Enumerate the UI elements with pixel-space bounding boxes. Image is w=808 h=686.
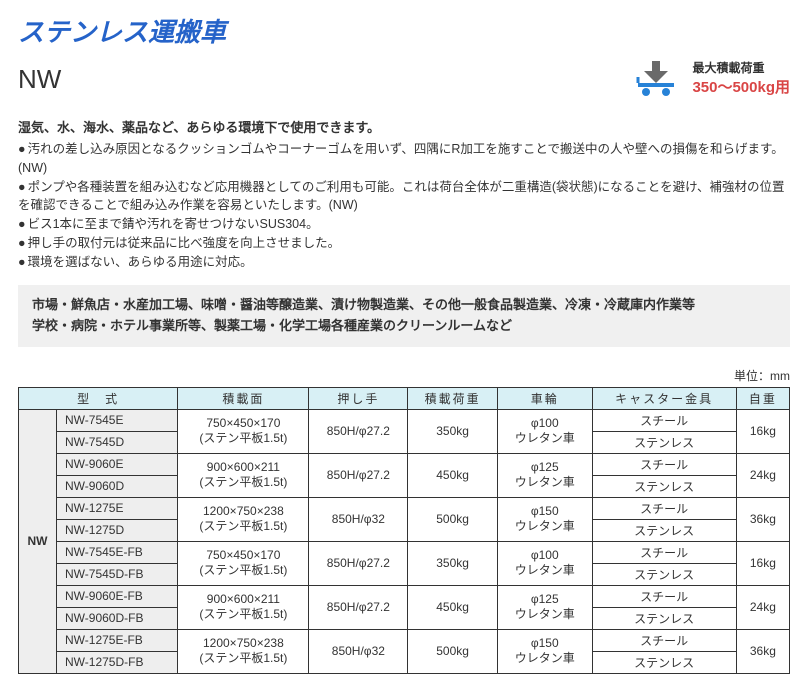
caster-cell: ステンレス (592, 651, 736, 673)
caster-cell: ステンレス (592, 431, 736, 453)
weight-cell: 16kg (736, 409, 789, 453)
caster-cell: スチール (592, 585, 736, 607)
weight-cell: 36kg (736, 497, 789, 541)
caster-cell: スチール (592, 497, 736, 519)
loading-surface-cell: 900×600×211(ステン平板1.5t) (178, 585, 309, 629)
model-cell: NW-7545E (57, 409, 178, 431)
model-cell: NW-7545D-FB (57, 563, 178, 585)
feature-bullet: 押し手の取付元は従来品に比べ強度を向上させました。 (18, 234, 790, 253)
loading-surface-cell: 900×600×211(ステン平板1.5t) (178, 453, 309, 497)
model-cell: NW-1275D-FB (57, 651, 178, 673)
capacity-cell: 450kg (408, 585, 498, 629)
unit-label: 単位：mm (18, 367, 790, 384)
lead-text: 湿気、水、海水、薬品など、あらゆる環境下で使用できます。 (18, 117, 790, 136)
handle-cell: 850H/φ27.2 (309, 453, 408, 497)
model-cell: NW-7545D (57, 431, 178, 453)
loading-surface-cell: 1200×750×238(ステン平板1.5t) (178, 497, 309, 541)
model-cell: NW-1275D (57, 519, 178, 541)
weight-cell: 36kg (736, 629, 789, 673)
col-header: 積載面 (178, 387, 309, 409)
handle-cell: 850H/φ32 (309, 497, 408, 541)
wheel-cell: φ150ウレタン車 (497, 497, 592, 541)
model-cell: NW-7545E-FB (57, 541, 178, 563)
caster-cell: ステンレス (592, 563, 736, 585)
model-cell: NW-9060E (57, 453, 178, 475)
model-cell: NW-1275E (57, 497, 178, 519)
applications-box: 市場・鮮魚店・水産加工場、味噌・醤油等醸造業、漬け物製造業、その他一般食品製造業… (18, 285, 790, 347)
handle-cell: 850H/φ27.2 (309, 409, 408, 453)
header-row: NW 最大積載荷重 350～500kg用 (18, 59, 790, 99)
col-model: 型 式 (19, 387, 178, 409)
cart-arrow-icon (632, 59, 680, 99)
model-cell: NW-9060D (57, 475, 178, 497)
caster-cell: ステンレス (592, 519, 736, 541)
model-name: NW (18, 64, 61, 95)
caster-cell: スチール (592, 409, 736, 431)
wheel-cell: φ150ウレタン車 (497, 629, 592, 673)
loading-surface-cell: 750×450×170(ステン平板1.5t) (178, 541, 309, 585)
handle-cell: 850H/φ32 (309, 629, 408, 673)
col-header: 車輪 (497, 387, 592, 409)
capacity-cell: 500kg (408, 629, 498, 673)
caster-cell: スチール (592, 453, 736, 475)
weight-cell: 24kg (736, 453, 789, 497)
wheel-cell: φ100ウレタン車 (497, 541, 592, 585)
page-title: ステンレス運搬車 (18, 12, 790, 49)
load-label: 最大積載荷重 (692, 60, 790, 77)
load-value: 350～500kg用 (692, 77, 790, 98)
handle-cell: 850H/φ27.2 (309, 541, 408, 585)
caster-cell: ステンレス (592, 607, 736, 629)
application-line: 市場・鮮魚店・水産加工場、味噌・醤油等醸造業、漬け物製造業、その他一般食品製造業… (32, 295, 776, 316)
capacity-cell: 500kg (408, 497, 498, 541)
wheel-cell: φ125ウレタン車 (497, 585, 592, 629)
col-header: 自重 (736, 387, 789, 409)
capacity-cell: 450kg (408, 453, 498, 497)
loading-surface-cell: 750×450×170(ステン平板1.5t) (178, 409, 309, 453)
wheel-cell: φ125ウレタン車 (497, 453, 592, 497)
feature-bullet: ポンプや各種装置を組み込むなど応用機器としてのご利用も可能。これは荷台全体が二重… (18, 178, 790, 216)
col-header: キャスター金具 (592, 387, 736, 409)
application-line: 学校・病院・ホテル事業所等、製薬工場・化学工場各種産業のクリーンルームなど (32, 316, 776, 337)
weight-cell: 16kg (736, 541, 789, 585)
col-header: 積載荷重 (408, 387, 498, 409)
weight-cell: 24kg (736, 585, 789, 629)
capacity-cell: 350kg (408, 409, 498, 453)
model-cell: NW-9060D-FB (57, 607, 178, 629)
load-block: 最大積載荷重 350～500kg用 (632, 59, 790, 99)
caster-cell: ステンレス (592, 475, 736, 497)
model-cell: NW-9060E-FB (57, 585, 178, 607)
feature-bullets: 汚れの差し込み原因となるクッションゴムやコーナーゴムを用いず、四隅にR加工を施す… (18, 140, 790, 271)
wheel-cell: φ100ウレタン車 (497, 409, 592, 453)
spec-table: 型 式積載面押し手積載荷重車輪キャスター金具自重NWNW-7545E750×45… (18, 387, 790, 674)
model-cell: NW-1275E-FB (57, 629, 178, 651)
capacity-cell: 350kg (408, 541, 498, 585)
series-cell: NW (19, 409, 57, 673)
feature-bullet: 環境を選ばない、あらゆる用途に対応。 (18, 253, 790, 272)
handle-cell: 850H/φ27.2 (309, 585, 408, 629)
feature-bullet: 汚れの差し込み原因となるクッションゴムやコーナーゴムを用いず、四隅にR加工を施す… (18, 140, 790, 178)
caster-cell: スチール (592, 541, 736, 563)
loading-surface-cell: 1200×750×238(ステン平板1.5t) (178, 629, 309, 673)
col-header: 押し手 (309, 387, 408, 409)
caster-cell: スチール (592, 629, 736, 651)
feature-bullet: ビス1本に至まで錆や汚れを寄せつけないSUS304。 (18, 215, 790, 234)
